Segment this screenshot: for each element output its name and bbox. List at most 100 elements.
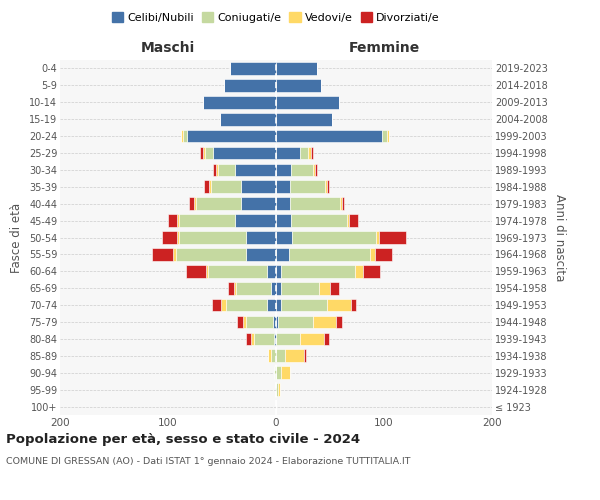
Bar: [364, 265, 380, 278]
Bar: [179, 231, 246, 244]
Bar: [206, 265, 208, 278]
Bar: [209, 180, 211, 193]
Bar: [203, 146, 205, 160]
Bar: [268, 299, 276, 312]
Bar: [276, 316, 278, 328]
Bar: [308, 146, 311, 160]
Bar: [349, 214, 358, 227]
Bar: [176, 231, 179, 244]
Bar: [278, 384, 280, 396]
Bar: [340, 198, 342, 210]
Bar: [173, 248, 176, 260]
Bar: [203, 96, 276, 108]
Bar: [251, 332, 254, 345]
Bar: [276, 198, 290, 210]
Text: Maschi: Maschi: [141, 41, 195, 55]
Bar: [246, 332, 251, 345]
Bar: [319, 282, 330, 294]
Bar: [350, 299, 356, 312]
Bar: [379, 231, 406, 244]
Bar: [290, 198, 340, 210]
Bar: [268, 350, 271, 362]
Bar: [289, 248, 370, 260]
Bar: [254, 332, 274, 345]
Bar: [370, 248, 376, 260]
Bar: [211, 180, 241, 193]
Bar: [194, 198, 196, 210]
Bar: [281, 366, 290, 379]
Bar: [313, 316, 337, 328]
Bar: [327, 180, 329, 193]
Bar: [226, 299, 268, 312]
Bar: [323, 332, 329, 345]
Bar: [281, 265, 355, 278]
Bar: [276, 62, 317, 75]
Bar: [276, 113, 332, 126]
Bar: [188, 198, 194, 210]
Bar: [246, 316, 273, 328]
Bar: [291, 164, 313, 176]
Bar: [276, 265, 281, 278]
Bar: [276, 299, 281, 312]
Bar: [278, 316, 313, 328]
Bar: [176, 248, 246, 260]
Bar: [276, 130, 382, 142]
Bar: [237, 316, 242, 328]
Bar: [152, 248, 173, 260]
Bar: [276, 164, 291, 176]
Bar: [276, 79, 322, 92]
Bar: [274, 332, 276, 345]
Bar: [234, 282, 236, 294]
Bar: [330, 282, 338, 294]
Bar: [327, 299, 350, 312]
Bar: [292, 231, 376, 244]
Bar: [276, 248, 289, 260]
Bar: [196, 198, 241, 210]
Bar: [274, 366, 276, 379]
Bar: [276, 96, 338, 108]
Bar: [311, 146, 313, 160]
Bar: [281, 299, 327, 312]
Bar: [337, 316, 342, 328]
Bar: [276, 214, 291, 227]
Bar: [224, 79, 276, 92]
Bar: [205, 146, 214, 160]
Bar: [187, 265, 206, 278]
Bar: [276, 332, 300, 345]
Bar: [181, 130, 183, 142]
Bar: [214, 164, 215, 176]
Bar: [179, 214, 235, 227]
Bar: [242, 316, 246, 328]
Bar: [221, 299, 226, 312]
Bar: [382, 130, 387, 142]
Bar: [276, 146, 300, 160]
Bar: [214, 146, 276, 160]
Bar: [304, 350, 306, 362]
Bar: [220, 113, 276, 126]
Bar: [212, 299, 221, 312]
Bar: [246, 248, 276, 260]
Bar: [291, 214, 347, 227]
Bar: [290, 180, 325, 193]
Bar: [276, 231, 292, 244]
Bar: [229, 282, 234, 294]
Bar: [241, 180, 276, 193]
Bar: [300, 332, 323, 345]
Text: Femmine: Femmine: [349, 41, 419, 55]
Bar: [387, 130, 389, 142]
Bar: [246, 231, 276, 244]
Bar: [281, 282, 319, 294]
Bar: [376, 248, 392, 260]
Bar: [187, 130, 276, 142]
Bar: [300, 146, 308, 160]
Bar: [200, 146, 203, 160]
Bar: [276, 282, 281, 294]
Bar: [325, 180, 327, 193]
Bar: [218, 164, 235, 176]
Bar: [284, 350, 304, 362]
Bar: [313, 164, 315, 176]
Text: Popolazione per età, sesso e stato civile - 2024: Popolazione per età, sesso e stato civil…: [6, 432, 360, 446]
Bar: [315, 164, 317, 176]
Bar: [271, 350, 276, 362]
Bar: [230, 62, 276, 75]
